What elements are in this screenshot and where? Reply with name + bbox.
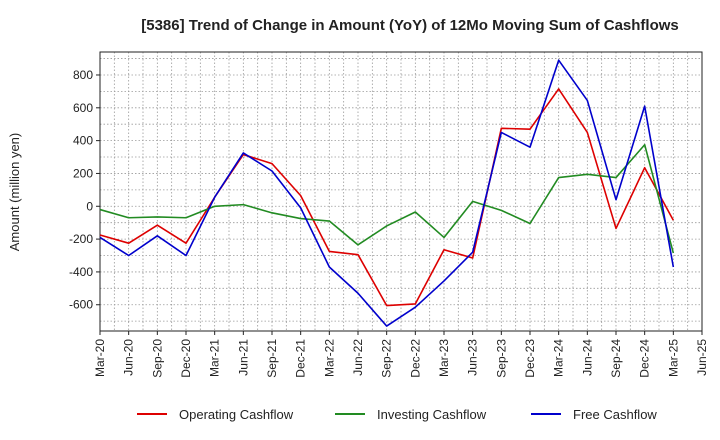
x-tick-label: Jun-24 [580,339,594,376]
x-tick-label: Jun-25 [695,339,709,376]
y-tick-label: -600 [69,298,93,312]
series-line-free-cashflow [99,59,675,327]
y-tick-label: -400 [69,265,93,279]
y-tick-label: 400 [73,134,93,148]
y-tick-label: 600 [73,101,93,115]
x-tick-label: Mar-23 [437,339,451,377]
x-tick-label: Sep-20 [150,339,164,378]
series-line-operating-cashflow [99,88,675,307]
x-axis: Mar-20 Jun-20 Sep-20 Dec-20 Mar-21 Jun-21 Sep-… [93,331,709,378]
y-axis: -600 -400 -200 0 200 400 600 800 [69,68,100,312]
legend: Operating Cashflow Investing Cashflow Free… [137,407,657,422]
x-tick-label: Mar-25 [666,339,680,377]
y-tick-label: 0 [86,199,93,213]
y-tick-label: 800 [73,68,93,82]
legend-label-investing-cashflow: Investing Cashflow [377,407,487,422]
x-tick-label: Sep-24 [609,339,623,378]
y-axis-label: Amount (million yen) [7,133,22,252]
x-tick-label: Jun-20 [122,339,136,376]
plot-frame [99,51,703,332]
x-tick-label: Dec-23 [523,339,537,378]
grid [99,52,703,331]
x-tick-label: Dec-20 [179,339,193,378]
legend-label-operating-cashflow: Operating Cashflow [179,407,294,422]
x-tick-label: Dec-21 [294,339,308,378]
x-tick-label: Dec-22 [408,339,422,378]
y-tick-label: 200 [73,166,93,180]
x-tick-label: Dec-24 [638,339,652,378]
x-tick-label: Sep-23 [494,339,508,378]
x-tick-label: Sep-22 [380,339,394,378]
chart-title: [5386] Trend of Change in Amount (YoY) o… [141,17,679,34]
series-line-investing-cashflow [99,143,675,254]
x-tick-label: Mar-24 [552,339,566,377]
x-tick-label: Mar-20 [93,339,107,377]
y-tick-label: -200 [69,232,93,246]
x-tick-label: Jun-21 [236,339,250,376]
x-tick-label: Mar-21 [208,339,222,377]
legend-label-free-cashflow: Free Cashflow [573,407,657,422]
x-tick-label: Jun-23 [466,339,480,376]
x-tick-label: Mar-22 [322,339,336,377]
x-tick-label: Jun-22 [351,339,365,376]
x-tick-label: Sep-21 [265,339,279,378]
series-lines [99,59,675,327]
